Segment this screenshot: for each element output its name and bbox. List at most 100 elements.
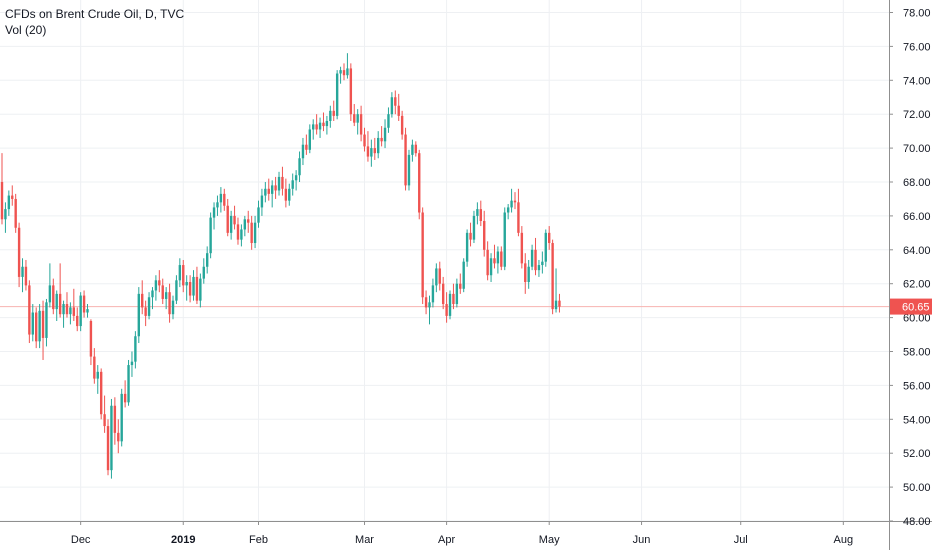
- time-tick-label: Apr: [438, 534, 455, 546]
- candle: [4, 202, 7, 233]
- candle: [472, 210, 476, 244]
- candle-body: [199, 278, 202, 301]
- price-tick-label: 72.00: [903, 109, 931, 121]
- candle-body: [544, 232, 547, 262]
- candle-body: [496, 251, 500, 264]
- candle: [35, 307, 38, 349]
- candle-body: [188, 282, 192, 296]
- candle: [537, 259, 541, 277]
- candle-body: [158, 280, 161, 286]
- candle-body: [226, 205, 229, 233]
- time-tick-label: Mar: [355, 534, 374, 546]
- candle-body: [164, 292, 168, 299]
- candle-body: [534, 249, 537, 271]
- candle-body: [308, 129, 311, 150]
- candle-body: [465, 232, 469, 262]
- candle: [188, 275, 192, 303]
- candle: [284, 178, 288, 208]
- candle: [455, 278, 459, 308]
- candle: [144, 300, 147, 327]
- candle: [520, 226, 524, 269]
- candle-body: [363, 134, 366, 147]
- candle: [127, 359, 130, 406]
- candle: [366, 131, 370, 162]
- price-axis-labels[interactable]: 48.00 50.00 52.00 54.00 56.00 58.00 60.00 62.00…: [889, 8, 931, 529]
- candle-body: [216, 202, 219, 208]
- candle-body: [329, 110, 332, 121]
- candle: [82, 290, 86, 318]
- candle: [445, 292, 448, 323]
- candle: [7, 190, 11, 216]
- candle-body: [45, 302, 48, 338]
- candle: [192, 270, 195, 301]
- candle-body: [72, 307, 76, 316]
- time-tick-label: 2019: [171, 534, 195, 546]
- candle-body: [41, 310, 45, 338]
- price-tick-label: 50.00: [903, 482, 931, 494]
- candle-body: [503, 212, 506, 267]
- candle-body: [383, 127, 387, 142]
- candle-body: [62, 304, 65, 315]
- candle: [322, 112, 325, 132]
- candle: [17, 222, 21, 288]
- symbol-title[interactable]: CFDs on Brent Crude Oil, D, TVC: [5, 7, 185, 21]
- candle-body: [35, 312, 38, 342]
- candle: [465, 229, 469, 267]
- candle: [52, 278, 55, 315]
- candle-body: [445, 304, 448, 316]
- candle-body: [89, 320, 93, 357]
- candle: [216, 195, 219, 216]
- candle: [462, 258, 465, 293]
- candle: [168, 283, 171, 323]
- candle-body: [390, 97, 394, 115]
- candle: [558, 293, 561, 313]
- candle-body: [339, 70, 342, 74]
- candle-body: [31, 312, 34, 335]
- candle: [209, 212, 212, 259]
- candle: [356, 109, 359, 135]
- candle-body: [441, 283, 445, 305]
- candle: [24, 259, 28, 291]
- candle-body: [520, 232, 524, 264]
- candle: [301, 137, 305, 166]
- price-tick-label: 66.00: [903, 211, 931, 223]
- candle: [318, 117, 322, 138]
- chart-legend: CFDs on Brent Crude Oil, D, TVC Vol (20): [5, 6, 184, 38]
- time-axis-labels[interactable]: Dec 2019 Feb Mar Apr May Jun Jul Aug: [71, 521, 853, 546]
- candle: [31, 304, 34, 342]
- candle-body: [185, 282, 188, 286]
- candle: [414, 141, 418, 157]
- candle: [349, 63, 353, 121]
- candle-body: [346, 68, 349, 76]
- price-tick-label: 58.00: [903, 347, 931, 359]
- candle: [342, 63, 346, 81]
- candle-body: [69, 307, 72, 315]
- candle: [62, 300, 65, 328]
- candle-body: [219, 193, 223, 203]
- candle-body: [260, 195, 264, 208]
- candle-body: [325, 120, 329, 127]
- candle-body: [212, 207, 216, 218]
- candle-body: [394, 97, 397, 106]
- candle-body: [483, 220, 486, 250]
- grid-lines: [0, 0, 889, 522]
- candle: [247, 210, 250, 233]
- candle-body: [182, 265, 185, 286]
- candle-body: [178, 265, 182, 281]
- candle-body: [342, 70, 346, 76]
- candle: [175, 275, 178, 305]
- candle-body: [151, 290, 154, 298]
- candle: [223, 188, 226, 211]
- candle: [158, 270, 161, 293]
- candle: [397, 93, 400, 121]
- volume-indicator-label[interactable]: Vol (20): [5, 23, 47, 37]
- candle: [312, 119, 315, 140]
- candle: [377, 131, 380, 159]
- candle-body: [407, 154, 411, 186]
- candle: [544, 229, 547, 267]
- candle: [72, 288, 76, 321]
- candle: [274, 176, 277, 199]
- candle-body: [448, 293, 452, 316]
